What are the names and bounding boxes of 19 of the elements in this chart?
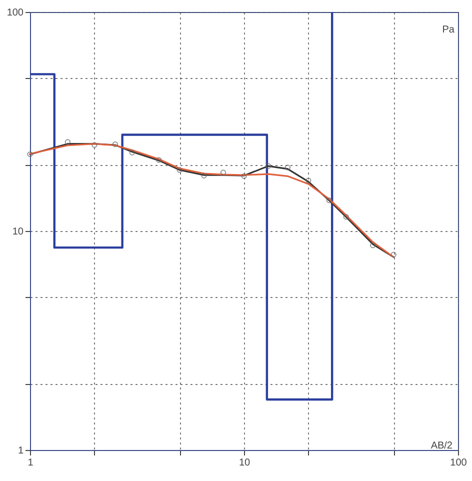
y-tick-label: 100 (6, 8, 24, 18)
x-tick-label: 10 (238, 458, 250, 468)
point (284, 164, 291, 170)
y-axis-title: Pa (442, 24, 455, 36)
point (390, 252, 396, 258)
point (92, 142, 98, 148)
point (241, 173, 247, 179)
point (220, 170, 226, 176)
y-tick-label: 1 (18, 446, 24, 456)
y-tick-label: 10 (12, 226, 24, 238)
point (370, 242, 376, 248)
x-axis-title: AB/2 (430, 440, 453, 452)
point (112, 141, 118, 148)
point (156, 157, 162, 163)
point (306, 178, 312, 184)
x-tick-label: 100 (450, 458, 468, 468)
x-tick-label: 1 (28, 458, 34, 468)
point (176, 167, 182, 173)
point (326, 198, 332, 204)
